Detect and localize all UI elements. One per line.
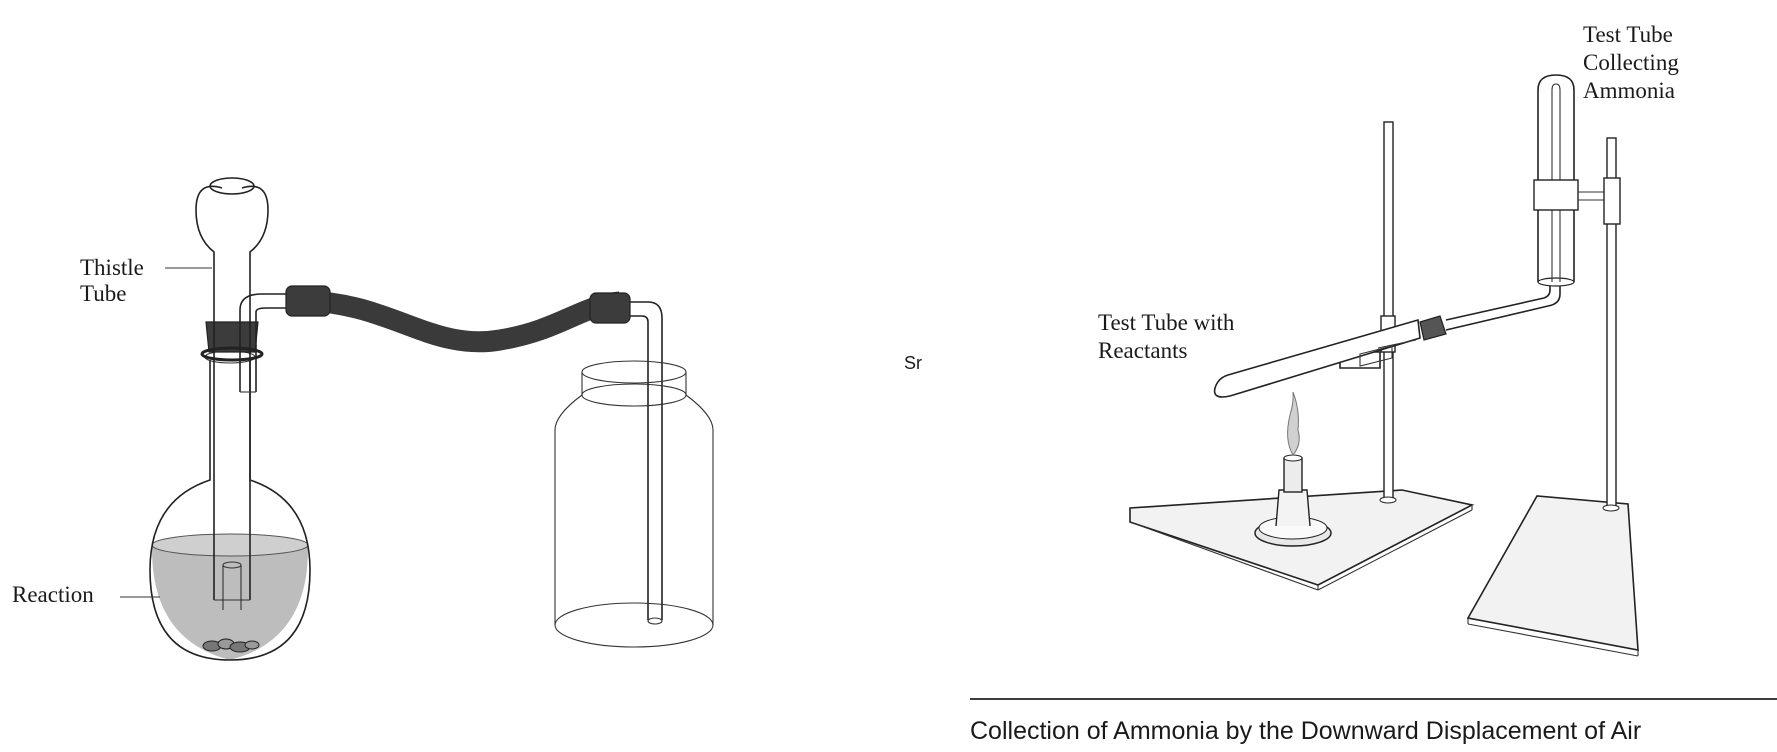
burner-flame [1287, 391, 1300, 456]
collecting-label-line3: Ammonia [1583, 78, 1675, 103]
middle-mark: Sr [904, 353, 922, 373]
solid-reactant [202, 638, 260, 653]
delivery-tube-left [239, 293, 300, 393]
gas-jar [554, 360, 714, 648]
bunsen-burner [1254, 391, 1332, 547]
round-bottom-flask [149, 350, 311, 661]
reactant-tube-stopper [1419, 315, 1447, 341]
left-stand-rod [1379, 121, 1397, 504]
collecting-tube-label: Test Tube Collecting Ammonia [1583, 22, 1679, 103]
collecting-test-tube [1533, 74, 1621, 287]
rubber-hose [285, 285, 631, 353]
collecting-label-line1: Test Tube [1583, 22, 1673, 47]
reaction-liquid [152, 543, 308, 660]
right-stand-rod [1602, 137, 1620, 512]
left-apparatus: Thistle Tube Reaction [12, 177, 714, 661]
rubber-stopper [200, 321, 264, 362]
reactant-test-tube [1213, 280, 1561, 398]
reaction-label-text: Reaction [12, 582, 94, 607]
thistle-label-line2: Tube [80, 281, 126, 306]
flask-outline [149, 360, 311, 661]
reactants-label-line1: Test Tube with [1098, 310, 1235, 335]
delivery-tube-right [630, 301, 663, 625]
thistle-label-line1: Thistle [80, 255, 144, 280]
right-apparatus: Test Tube Collecting Ammonia Test Tube w… [970, 22, 1777, 745]
reactants-label-line2: Reactants [1098, 338, 1187, 363]
reaction-label: Reaction [12, 582, 160, 607]
thistle-tube-label: Thistle Tube [80, 255, 212, 306]
collecting-label-line2: Collecting [1583, 50, 1679, 75]
liquid-surface [151, 533, 309, 557]
thistle-funnel [195, 177, 269, 610]
reactants-tube-label: Test Tube with Reactants [1098, 310, 1235, 363]
stopper-ring [200, 346, 264, 362]
figure-caption: Collection of Ammonia by the Downward Di… [970, 717, 1641, 745]
right-base-plate [1466, 495, 1639, 651]
